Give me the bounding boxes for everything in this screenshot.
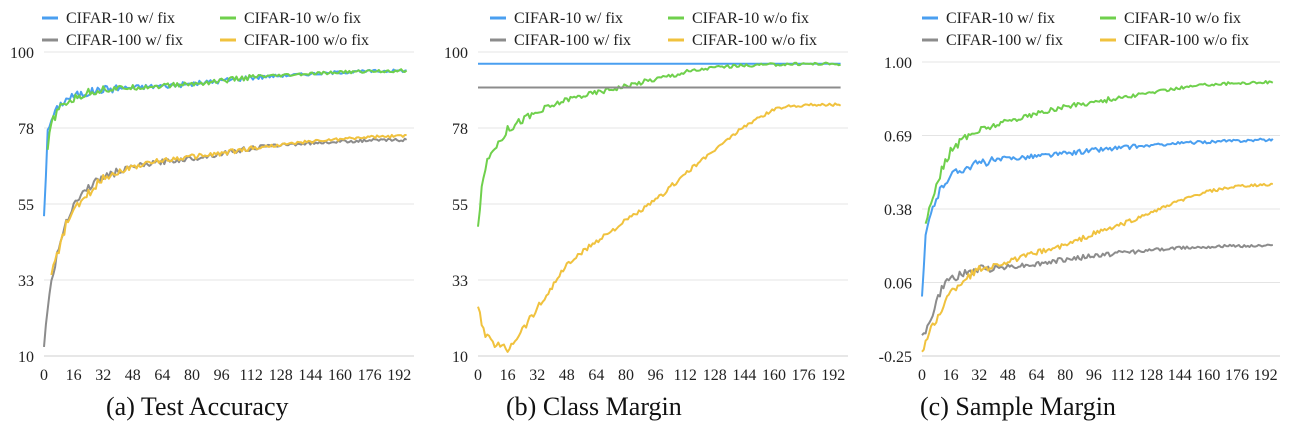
x-tick-label: 192 [387, 367, 411, 384]
series-line [477, 102, 842, 353]
x-tick-label: 32 [529, 367, 545, 384]
x-tick-label: 96 [214, 367, 230, 384]
y-tick-label: 78 [18, 121, 34, 138]
x-tick-label: 176 [1225, 367, 1249, 384]
y-tick-label: 10 [452, 349, 468, 366]
y-tick-label: 0.69 [884, 129, 912, 146]
x-tick-label: 80 [184, 367, 200, 384]
chart-caption: (a) Test Accuracy [106, 392, 289, 421]
x-tick-label: 64 [588, 367, 604, 384]
series-line [477, 61, 841, 227]
legend-label: CIFAR-100 w/o fix [692, 32, 817, 49]
y-tick-label: 100 [444, 45, 468, 62]
x-tick-label: 32 [971, 367, 987, 384]
x-tick-label: 32 [95, 367, 111, 384]
series-line [43, 137, 408, 347]
x-tick-label: 80 [1057, 367, 1073, 384]
legend-label: CIFAR-10 w/o fix [1124, 10, 1241, 27]
chart-svg-test-accuracy: 10 33 55 78 100 0 16 32 48 64 80 96 112 128 144 160 176 1… [10, 10, 414, 384]
x-tick-label: 144 [1168, 367, 1192, 384]
x-tick-label: 16 [943, 367, 959, 384]
legend-label: CIFAR-10 w/ fix [946, 10, 1055, 27]
series-line [921, 182, 1273, 353]
x-tick-label: 0 [474, 367, 482, 384]
legend-label: CIFAR-10 w/o fix [244, 10, 361, 27]
x-tick-label: 128 [703, 367, 727, 384]
x-tick-label: 160 [328, 367, 352, 384]
x-tick-label: 112 [239, 367, 262, 384]
x-tick-label: 176 [792, 367, 816, 384]
y-tick-label: 55 [452, 197, 468, 214]
series-line [50, 133, 407, 276]
x-tick-label: 112 [673, 367, 696, 384]
x-tick-label: 144 [298, 367, 322, 384]
x-tick-label: 160 [762, 367, 786, 384]
legend-label: CIFAR-10 w/ fix [66, 10, 175, 27]
x-tick-label: 112 [1111, 367, 1134, 384]
x-tick-label: 144 [732, 367, 756, 384]
legend-label: CIFAR-100 w/ fix [946, 32, 1063, 49]
x-tick-label: 64 [1029, 367, 1045, 384]
chart-caption: (c) Sample Margin [920, 392, 1116, 421]
y-tick-label: 10 [18, 349, 34, 366]
series-line [921, 243, 1274, 336]
x-tick-label: 80 [618, 367, 634, 384]
x-tick-label: 192 [821, 367, 845, 384]
y-tick-label: 1.00 [884, 55, 912, 72]
x-tick-label: 48 [125, 367, 141, 384]
series-line [924, 80, 1274, 224]
chart-panel-sample-margin: -0.25 0.06 0.38 0.69 1.00 0 16 32 48 64 80 96 112 128… [860, 0, 1290, 435]
x-tick-label: 0 [918, 367, 926, 384]
series-line [921, 137, 1274, 297]
y-tick-label: 100 [10, 45, 34, 62]
x-tick-label: 176 [358, 367, 382, 384]
legend-label: CIFAR-100 w/ fix [514, 32, 631, 49]
x-tick-label: 128 [269, 367, 293, 384]
legend-label: CIFAR-10 w/o fix [692, 10, 809, 27]
x-tick-label: 48 [1000, 367, 1016, 384]
legend-label: CIFAR-100 w/ fix [66, 32, 183, 49]
x-tick-label: 48 [559, 367, 575, 384]
y-tick-label: 33 [452, 273, 468, 290]
y-tick-label: 55 [18, 197, 34, 214]
series-line [46, 68, 408, 150]
y-tick-label: 0.06 [884, 276, 912, 293]
chart-panel-class-margin: 10 33 55 78 100 0 16 32 48 64 80 96 112 128 144 160 176 1… [430, 0, 860, 435]
y-tick-label: 78 [452, 121, 468, 138]
x-tick-label: 16 [500, 367, 516, 384]
x-tick-label: 0 [40, 367, 48, 384]
y-tick-label: 0.38 [884, 202, 912, 219]
legend-label: CIFAR-10 w/ fix [514, 10, 623, 27]
x-tick-label: 192 [1254, 367, 1278, 384]
chart-caption: (b) Class Margin [506, 392, 682, 421]
x-tick-label: 128 [1139, 367, 1163, 384]
y-tick-label: 33 [18, 273, 34, 290]
x-tick-label: 64 [154, 367, 170, 384]
y-tick-label: -0.25 [879, 349, 912, 366]
chart-panel-test-accuracy: 10 33 55 78 100 0 16 32 48 64 80 96 112 128 144 160 176 1… [0, 0, 430, 435]
x-tick-label: 16 [66, 367, 82, 384]
chart-svg-class-margin: 10 33 55 78 100 0 16 32 48 64 80 96 112 128 144 160 176 1… [444, 10, 848, 384]
chart-svg-sample-margin: -0.25 0.06 0.38 0.69 1.00 0 16 32 48 64 80 96 112 128… [879, 10, 1280, 384]
x-tick-label: 96 [648, 367, 664, 384]
x-tick-label: 160 [1196, 367, 1220, 384]
legend-label: CIFAR-100 w/o fix [1124, 32, 1249, 49]
legend-label: CIFAR-100 w/o fix [244, 32, 369, 49]
x-tick-label: 96 [1086, 367, 1102, 384]
